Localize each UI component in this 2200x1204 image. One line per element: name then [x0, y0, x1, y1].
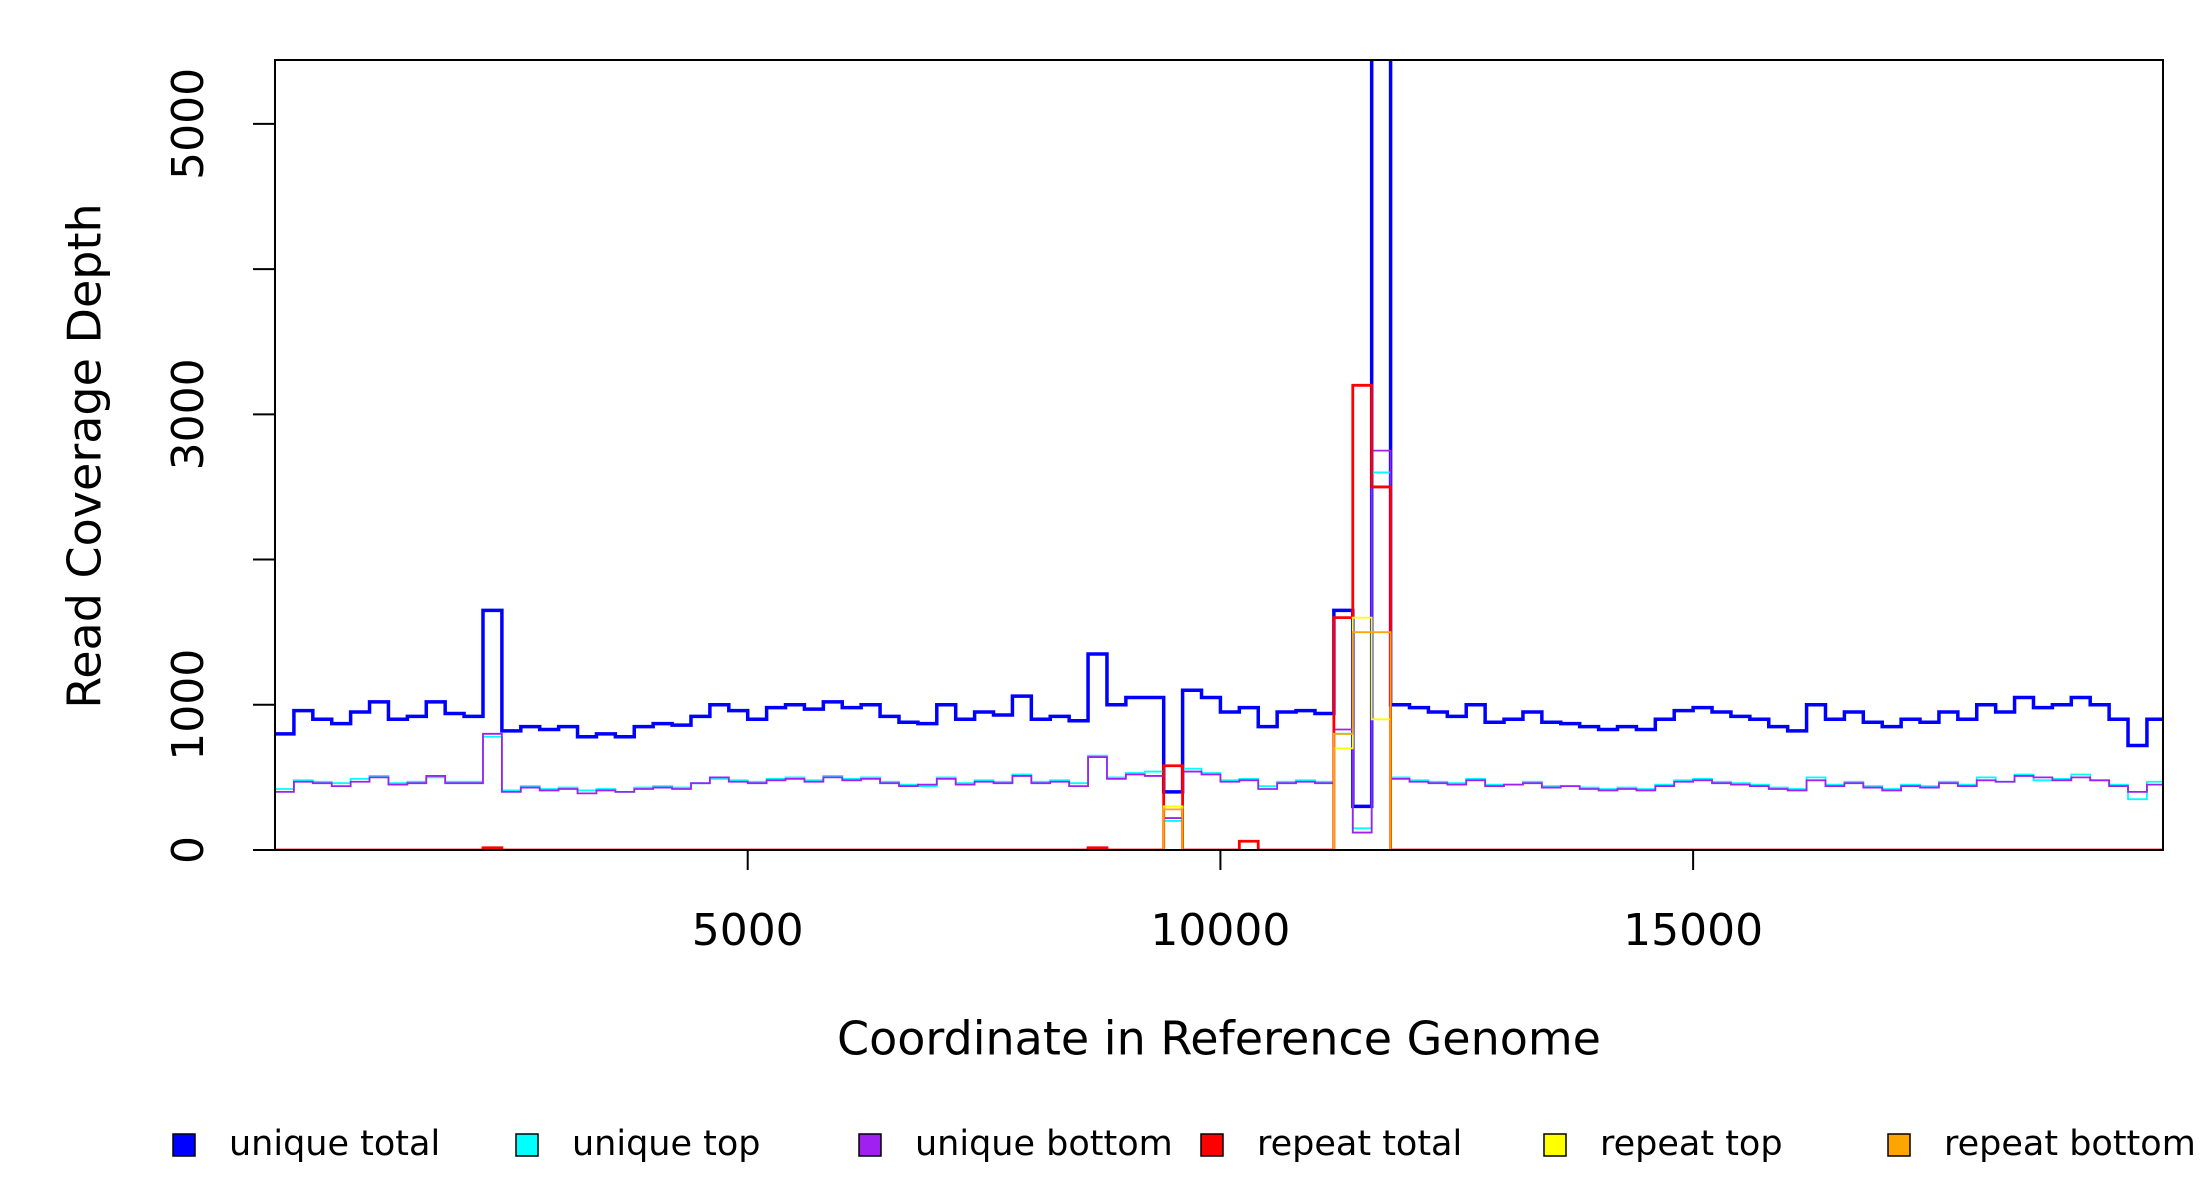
- legend-label: unique bottom: [915, 1124, 1173, 1164]
- series-line: [275, 383, 2163, 850]
- series-line: [275, 616, 2163, 850]
- legend-swatch: [1200, 1133, 1224, 1157]
- x-tick-label: 10000: [1150, 905, 1290, 956]
- plot-area: [275, 60, 2163, 850]
- x-tick-label: 5000: [692, 905, 804, 956]
- legend-label: repeat total: [1257, 1124, 1462, 1164]
- y-axis-title: Read Coverage Depth: [58, 203, 112, 708]
- y-tick-label: 1000: [163, 649, 214, 761]
- series-line: [275, 449, 2163, 834]
- series-line: [275, 60, 2163, 809]
- y-tick-label: 0: [163, 836, 214, 864]
- x-axis-title: Coordinate in Reference Genome: [837, 1012, 1601, 1066]
- series-line: [275, 471, 2163, 830]
- series-line: [275, 631, 2147, 850]
- legend-label: unique top: [572, 1124, 761, 1164]
- legend-swatch: [172, 1133, 196, 1157]
- legend-label: unique total: [229, 1124, 440, 1164]
- legend-swatch: [1543, 1133, 1567, 1157]
- legend-label: repeat top: [1600, 1124, 1783, 1164]
- legend-swatch: [858, 1133, 882, 1157]
- y-tick-label: 3000: [163, 358, 214, 470]
- y-tick-label: 5000: [163, 68, 214, 180]
- legend-swatch: [1887, 1133, 1911, 1157]
- x-tick-label: 15000: [1623, 905, 1763, 956]
- plot-frame: [274, 59, 2164, 851]
- legend-label: repeat bottom: [1944, 1124, 2196, 1164]
- legend-swatch: [515, 1133, 539, 1157]
